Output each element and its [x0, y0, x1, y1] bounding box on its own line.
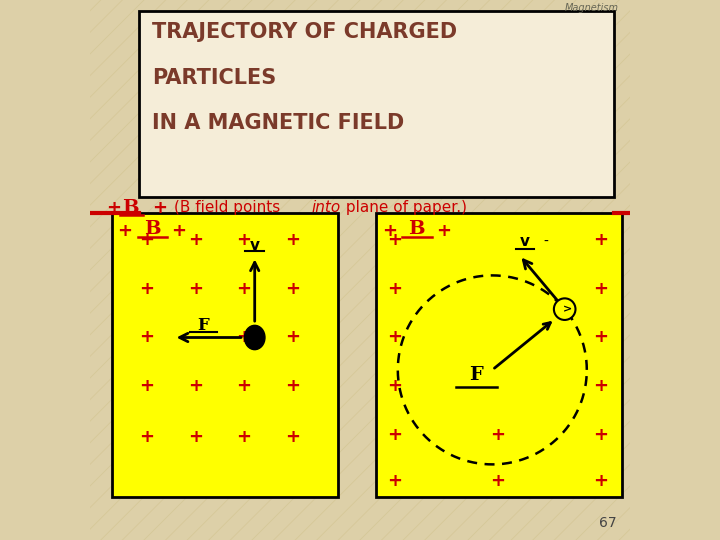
- Text: +: +: [285, 280, 300, 298]
- Text: F: F: [469, 366, 483, 384]
- Text: +: +: [285, 428, 300, 447]
- Text: Magnetism: Magnetism: [565, 3, 619, 13]
- Text: F: F: [197, 317, 210, 334]
- Text: +: +: [188, 428, 203, 447]
- Text: 67: 67: [599, 516, 616, 530]
- Text: v: v: [520, 234, 530, 249]
- FancyBboxPatch shape: [376, 213, 622, 497]
- Text: +: +: [285, 377, 300, 395]
- Text: +: +: [171, 221, 186, 240]
- Text: +: +: [117, 221, 132, 240]
- Text: PARTICLES: PARTICLES: [152, 68, 276, 87]
- Text: v: v: [250, 238, 260, 253]
- Text: +: +: [593, 471, 608, 490]
- FancyBboxPatch shape: [138, 11, 613, 197]
- Text: +: +: [285, 328, 300, 347]
- Text: +: +: [490, 471, 505, 490]
- Text: +: +: [188, 377, 203, 395]
- FancyBboxPatch shape: [112, 213, 338, 497]
- Text: (B field points: (B field points: [174, 200, 285, 215]
- Text: plane of paper.): plane of paper.): [341, 200, 467, 215]
- Text: B: B: [122, 199, 139, 217]
- Text: +: +: [490, 426, 505, 444]
- Text: +: +: [188, 280, 203, 298]
- Text: +: +: [593, 426, 608, 444]
- Text: +: +: [236, 377, 251, 395]
- Text: +: +: [387, 231, 402, 249]
- Text: +: +: [593, 231, 608, 249]
- Text: +: +: [236, 428, 251, 447]
- Text: +: +: [139, 231, 154, 249]
- Text: +: +: [387, 280, 402, 298]
- Text: +: +: [188, 231, 203, 249]
- Text: B: B: [144, 220, 161, 239]
- Text: +: +: [387, 471, 402, 490]
- Text: +: +: [387, 377, 402, 395]
- Text: >: >: [563, 304, 572, 314]
- Text: +: +: [236, 231, 251, 249]
- Text: +: +: [593, 377, 608, 395]
- Text: +: +: [436, 221, 451, 240]
- Text: IN A MAGNETIC FIELD: IN A MAGNETIC FIELD: [152, 113, 405, 133]
- Text: +: +: [139, 377, 154, 395]
- Text: +: +: [593, 328, 608, 347]
- Text: +: +: [236, 280, 251, 298]
- Text: B: B: [408, 220, 425, 239]
- Text: +: +: [139, 280, 154, 298]
- Text: +: +: [152, 199, 167, 217]
- Circle shape: [554, 299, 575, 320]
- Text: +: +: [285, 231, 300, 249]
- Text: +: +: [387, 328, 402, 347]
- Text: into: into: [311, 200, 341, 215]
- Text: +: +: [107, 199, 121, 217]
- Text: +: +: [139, 428, 154, 447]
- Text: +: +: [139, 328, 154, 347]
- Ellipse shape: [245, 325, 265, 350]
- Text: -: -: [543, 235, 548, 249]
- Text: +: +: [236, 328, 251, 347]
- Text: +: +: [593, 280, 608, 298]
- Text: +: +: [382, 221, 397, 240]
- Text: TRAJECTORY OF CHARGED: TRAJECTORY OF CHARGED: [152, 22, 457, 42]
- Text: +: +: [387, 426, 402, 444]
